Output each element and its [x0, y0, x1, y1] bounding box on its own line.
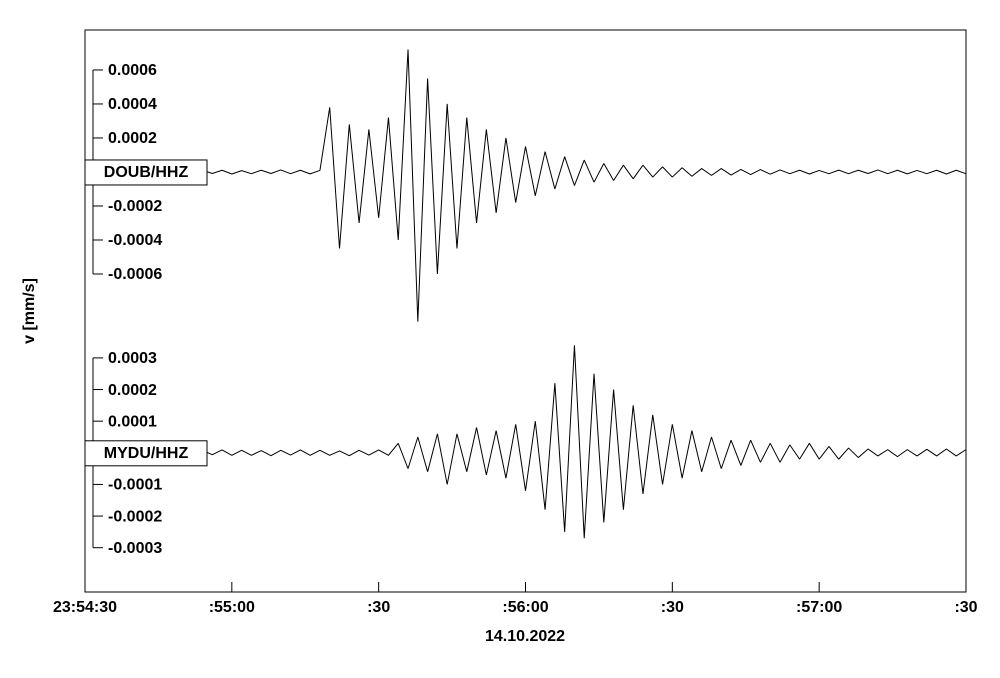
station-label: MYDU/HHZ [104, 445, 189, 462]
y-tick-label: 0.0004 [108, 96, 157, 113]
waveform [84, 345, 967, 539]
x-tick-label: :30 [367, 599, 390, 616]
x-tick-label: :55:00 [209, 599, 255, 616]
y-tick-label: -0.0002 [108, 198, 162, 215]
x-axis-label: 14.10.2022 [485, 628, 565, 645]
waveform [84, 49, 967, 322]
station-label: DOUB/HHZ [104, 164, 189, 181]
x-tick-label: :30 [661, 599, 684, 616]
y-tick-label: 0.0002 [108, 130, 157, 147]
y-axis-label: v [mm/s] [21, 278, 38, 344]
y-tick-label: -0.0004 [108, 232, 162, 249]
y-tick-label: 0.0002 [108, 382, 157, 399]
plot-frame [84, 29, 967, 593]
x-tick-label: :30 [954, 599, 977, 616]
station-label-box [84, 159, 208, 186]
station-label-box [84, 440, 208, 467]
y-tick-label: -0.0006 [108, 266, 162, 283]
y-tick-label: -0.0001 [108, 477, 162, 494]
y-tick-label: -0.0003 [108, 540, 162, 557]
y-tick-label: 0.0003 [108, 350, 157, 367]
x-tick-label: 23:54:30 [53, 599, 117, 616]
y-tick-label: 0.0001 [108, 413, 157, 430]
x-tick-label: :56:00 [502, 599, 548, 616]
y-tick-label: 0.0006 [108, 62, 157, 79]
x-tick-label: :57:00 [796, 599, 842, 616]
y-tick-label: -0.0002 [108, 508, 162, 525]
